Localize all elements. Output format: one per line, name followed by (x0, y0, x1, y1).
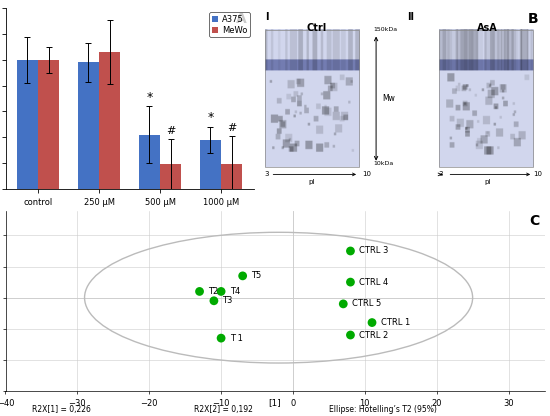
Text: B: B (528, 12, 539, 26)
Text: T5: T5 (251, 271, 262, 280)
Text: pI: pI (484, 178, 491, 185)
Text: Ellipse: Hotelling’s T2 (95%): Ellipse: Hotelling’s T2 (95%) (329, 406, 437, 414)
Bar (78, 62, 99, 189)
Bar (200, 140, 221, 189)
Text: T3: T3 (223, 296, 233, 305)
Point (339, 301, 348, 307)
Point (210, 297, 218, 304)
Text: pI: pI (309, 178, 315, 185)
Text: R2X[1] = 0,226: R2X[1] = 0,226 (32, 406, 91, 414)
Text: II: II (408, 12, 415, 22)
Text: AsA: AsA (477, 23, 498, 33)
Point (346, 279, 355, 285)
Bar (139, 135, 160, 189)
Point (346, 332, 355, 338)
Text: #: # (227, 124, 236, 134)
Text: [1]: [1] (268, 398, 282, 407)
Text: Mw: Mw (382, 94, 395, 103)
Text: C: C (529, 214, 539, 228)
Point (217, 335, 226, 342)
Text: CTRL 4: CTRL 4 (359, 277, 388, 287)
Text: *: * (207, 111, 213, 124)
Text: R2X[2] = 0,192: R2X[2] = 0,192 (194, 406, 253, 414)
Point (238, 272, 247, 279)
Text: CTRL 2: CTRL 2 (359, 331, 388, 339)
Text: 150kDa: 150kDa (373, 27, 397, 32)
Bar (17, 60, 38, 189)
Text: A: A (235, 12, 246, 26)
Point (346, 248, 355, 254)
Text: T 1: T 1 (230, 334, 243, 343)
Bar (221, 164, 243, 189)
Text: 10: 10 (533, 171, 542, 177)
Text: I: I (265, 12, 268, 22)
Bar (99, 52, 120, 189)
Text: T4: T4 (230, 287, 240, 296)
Text: CTRL 1: CTRL 1 (381, 318, 410, 327)
Text: Ctrl: Ctrl (306, 23, 326, 33)
Legend: A375, MeWo: A375, MeWo (209, 12, 250, 37)
Text: T2: T2 (208, 287, 218, 296)
Bar (439, 30, 533, 167)
Bar (38, 60, 59, 189)
Bar (160, 164, 182, 189)
Point (367, 319, 376, 326)
Text: 3: 3 (265, 171, 270, 177)
Point (195, 288, 204, 295)
Text: CTRL 3: CTRL 3 (359, 246, 388, 255)
Text: CTRL 5: CTRL 5 (352, 300, 381, 308)
Bar (265, 30, 359, 167)
Text: *: * (146, 91, 152, 104)
Text: 10kDa: 10kDa (373, 161, 393, 166)
Text: #: # (166, 126, 175, 136)
Point (217, 288, 226, 295)
Text: 3: 3 (439, 171, 443, 177)
Text: 10: 10 (362, 171, 371, 177)
